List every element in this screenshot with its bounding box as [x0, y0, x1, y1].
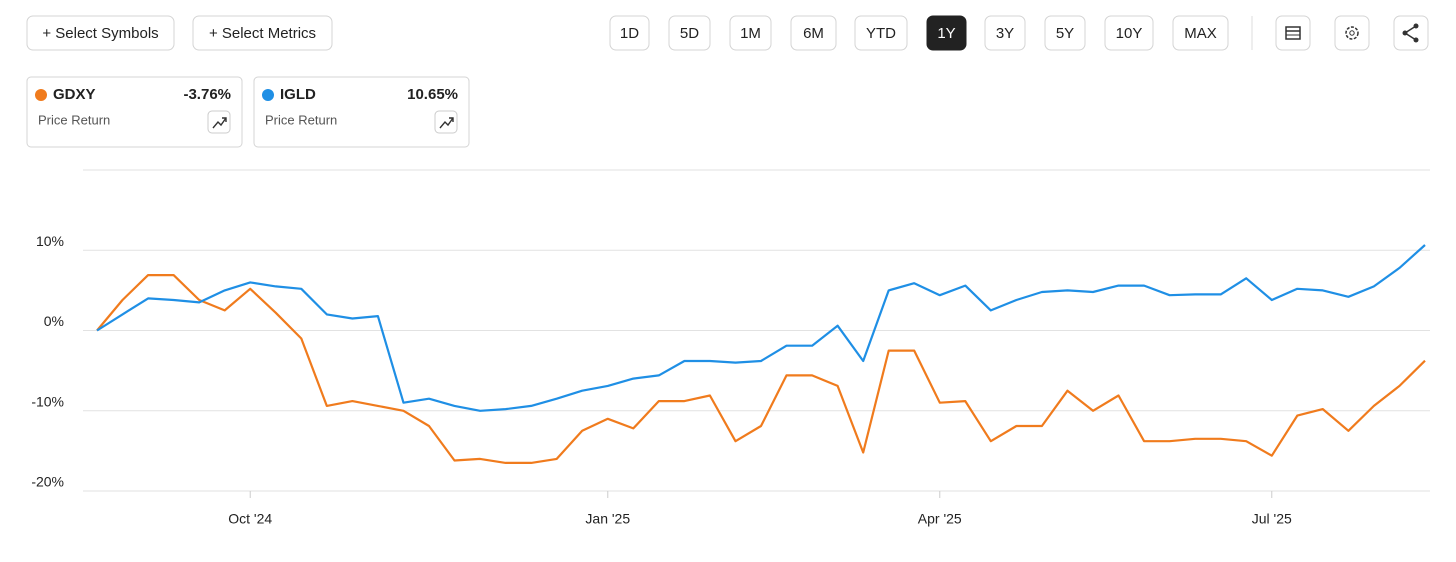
legend-name: GDXY — [53, 86, 96, 103]
button-frame — [790, 15, 837, 51]
button-frame — [668, 15, 711, 51]
button-label: 1Y — [937, 25, 955, 42]
button-label: 10Y — [1116, 25, 1143, 42]
icon — [1402, 30, 1408, 36]
button-frame — [26, 15, 175, 51]
button-label: 3Y — [996, 25, 1014, 42]
button-frame — [1172, 15, 1229, 51]
legend-value: -3.76% — [183, 86, 231, 103]
button-frame — [984, 15, 1026, 51]
button-frame — [926, 15, 967, 51]
button-label: + Select Metrics — [209, 25, 316, 42]
y-tick-label: -20% — [31, 474, 64, 490]
button-label: + Select Symbols — [42, 25, 158, 42]
x-tick-label: Jul '25 — [1252, 511, 1292, 527]
x-tick-label: Apr '25 — [918, 511, 962, 527]
x-tick-label: Oct '24 — [228, 511, 272, 527]
legend-metric: Price Return — [265, 112, 337, 127]
icon — [1285, 26, 1301, 40]
button-frame — [1393, 15, 1429, 51]
icon — [1345, 26, 1359, 40]
table-button[interactable] — [1275, 15, 1311, 51]
button-label: MAX — [1184, 25, 1217, 42]
icon — [1413, 37, 1419, 43]
button-frame — [854, 15, 908, 51]
chart-icon — [212, 117, 227, 129]
legend-swatch — [262, 89, 274, 101]
range-button[interactable]: MAX — [1172, 15, 1229, 51]
card-frame — [253, 76, 470, 148]
icon — [1349, 30, 1355, 36]
range-button[interactable]: 1M — [729, 15, 772, 51]
range-button[interactable]: 5D — [668, 15, 711, 51]
range-button[interactable]: YTD — [854, 15, 908, 51]
button-label: 1D — [620, 25, 639, 42]
button-frame — [1104, 15, 1154, 51]
y-tick-label: 10% — [36, 233, 64, 249]
add-button[interactable]: + Select Symbols — [26, 15, 175, 51]
x-tick-label: Jan '25 — [585, 511, 630, 527]
legend-card: IGLD 10.65% Price Return — [253, 76, 470, 148]
card-frame — [26, 76, 243, 148]
y-tick-label: -10% — [31, 393, 64, 409]
legend-swatch — [35, 89, 47, 101]
range-button[interactable]: 6M — [790, 15, 837, 51]
add-button[interactable]: + Select Metrics — [192, 15, 333, 51]
range-button[interactable]: 10Y — [1104, 15, 1154, 51]
button-label: 1M — [740, 25, 761, 42]
button-frame — [609, 15, 650, 51]
button-frame — [1275, 15, 1311, 51]
button-frame — [1044, 15, 1086, 51]
button-label: 5D — [680, 25, 699, 42]
button-frame — [192, 15, 333, 51]
settings-button[interactable] — [1334, 15, 1370, 51]
button-label: 6M — [803, 25, 824, 42]
legend-name: IGLD — [280, 86, 316, 103]
button-label: 5Y — [1056, 25, 1074, 42]
button-frame — [1334, 15, 1370, 51]
range-button[interactable]: 3Y — [984, 15, 1026, 51]
button-frame — [729, 15, 772, 51]
chart-icon — [439, 117, 454, 129]
legend-card: GDXY -3.76% Price Return — [26, 76, 243, 148]
range-button[interactable]: 1Y — [926, 15, 967, 51]
range-button[interactable]: 5Y — [1044, 15, 1086, 51]
icon — [1413, 23, 1419, 29]
series-line — [96, 244, 1426, 412]
legend-metric: Price Return — [38, 112, 110, 127]
button-label: YTD — [866, 25, 896, 42]
range-button[interactable]: 1D — [609, 15, 650, 51]
series-line — [96, 274, 1426, 464]
share-button[interactable] — [1393, 15, 1429, 51]
legend-value: 10.65% — [407, 86, 458, 103]
y-tick-label: 0% — [44, 313, 64, 329]
